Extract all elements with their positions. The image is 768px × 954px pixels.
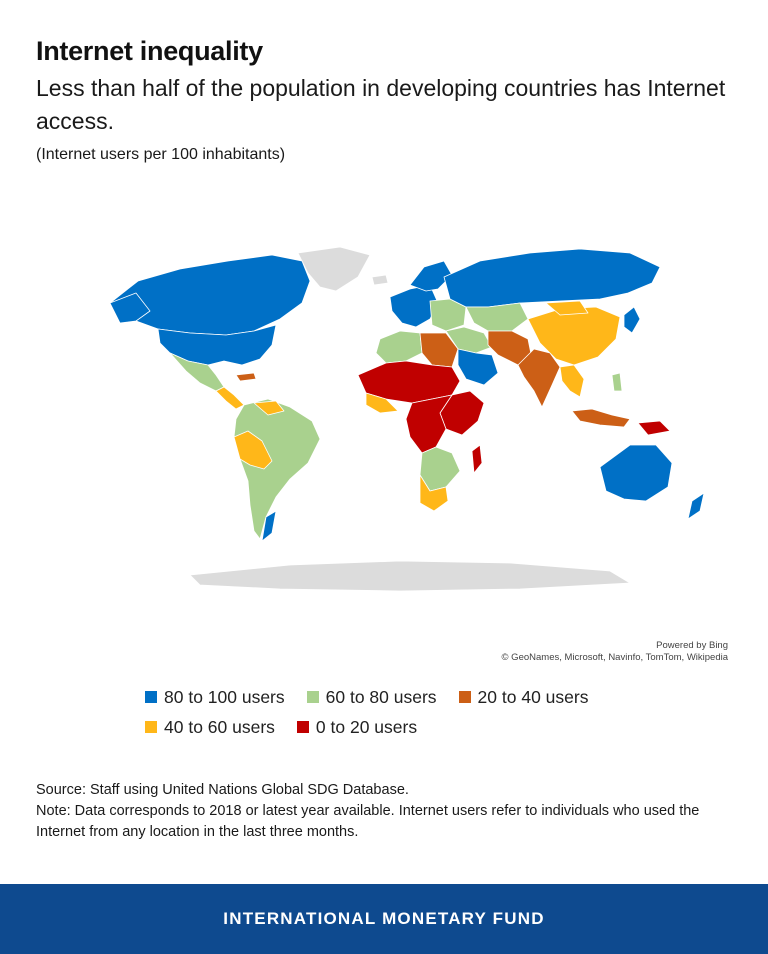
footer-bar: INTERNATIONAL MONETARY FUND [0,884,768,954]
legend-item: 20 to 40 users [458,686,589,708]
legend-swatch [145,691,157,703]
region-chile-argentina-tip [261,510,277,542]
legend-swatch [306,691,319,703]
region-west-africa-coast [365,392,399,414]
region-papua [637,420,671,436]
legend-item: 40 to 60 users [145,717,275,738]
unit-label: (Internet users per 100 inhabitants) [36,146,286,163]
region-madagascar [471,444,483,474]
region-central-asia [465,302,529,332]
legend-item: 0 to 20 users [296,716,418,738]
region-canada [109,254,311,336]
region-japan-korea [623,306,641,334]
page-subtitle: Less than half of the population in deve… [36,75,726,134]
region-south-america [233,398,321,540]
notes: Source: Staff using United Nations Globa… [36,780,736,843]
legend-swatch [296,721,309,733]
region-mongolia [545,300,589,316]
page-title: Internet inequality [36,36,263,66]
region-antarctica [189,560,631,592]
region-alaska [109,292,151,324]
legend-swatch [458,691,471,703]
world-choropleth-map [109,246,705,592]
legend: 80 to 100 users 60 to 80 users 20 to 40 … [145,682,665,742]
data-note: Note: Data corresponds to 2018 or latest… [36,803,700,840]
region-russia [443,248,661,308]
region-southeast-asia [559,364,585,398]
legend-label: 0 to 20 users [315,716,418,737]
legend-label: 60 to 80 users [325,686,437,707]
region-arabia [457,348,499,386]
region-peru-bolivia [233,430,273,470]
region-philippines [611,372,623,392]
region-indonesia [571,408,631,428]
region-north-africa-west [375,330,423,364]
legend-label: 80 to 100 users [164,686,285,707]
attribution-powered: Powered by Bing [656,640,728,651]
legend-row: 40 to 60 users 0 to 20 users [145,712,665,742]
region-greenland [297,246,371,292]
attribution-credits: © GeoNames, Microsoft, Navinfo, TomTom, … [501,652,728,663]
legend-label: 20 to 40 users [477,686,589,707]
region-australia [599,444,673,502]
legend-item: 60 to 80 users [306,686,437,708]
region-new-zealand [687,492,705,520]
region-india [517,348,561,408]
legend-row: 80 to 100 users 60 to 80 users 20 to 40 … [145,682,665,712]
region-central-africa [405,394,453,454]
source-note: Source: Staff using United Nations Globa… [36,782,409,798]
legend-swatch [145,721,157,733]
region-central-america [215,386,245,410]
legend-label: 40 to 60 users [164,716,275,737]
region-south-africa [419,474,449,512]
region-cuba [235,372,257,382]
region-venezuela [253,400,285,416]
footer-brand: INTERNATIONAL MONETARY FUND [223,909,545,928]
legend-item: 80 to 100 users [145,687,285,708]
map-attribution: Powered by Bing © GeoNames, Microsoft, N… [502,640,728,664]
region-iceland [371,274,389,286]
